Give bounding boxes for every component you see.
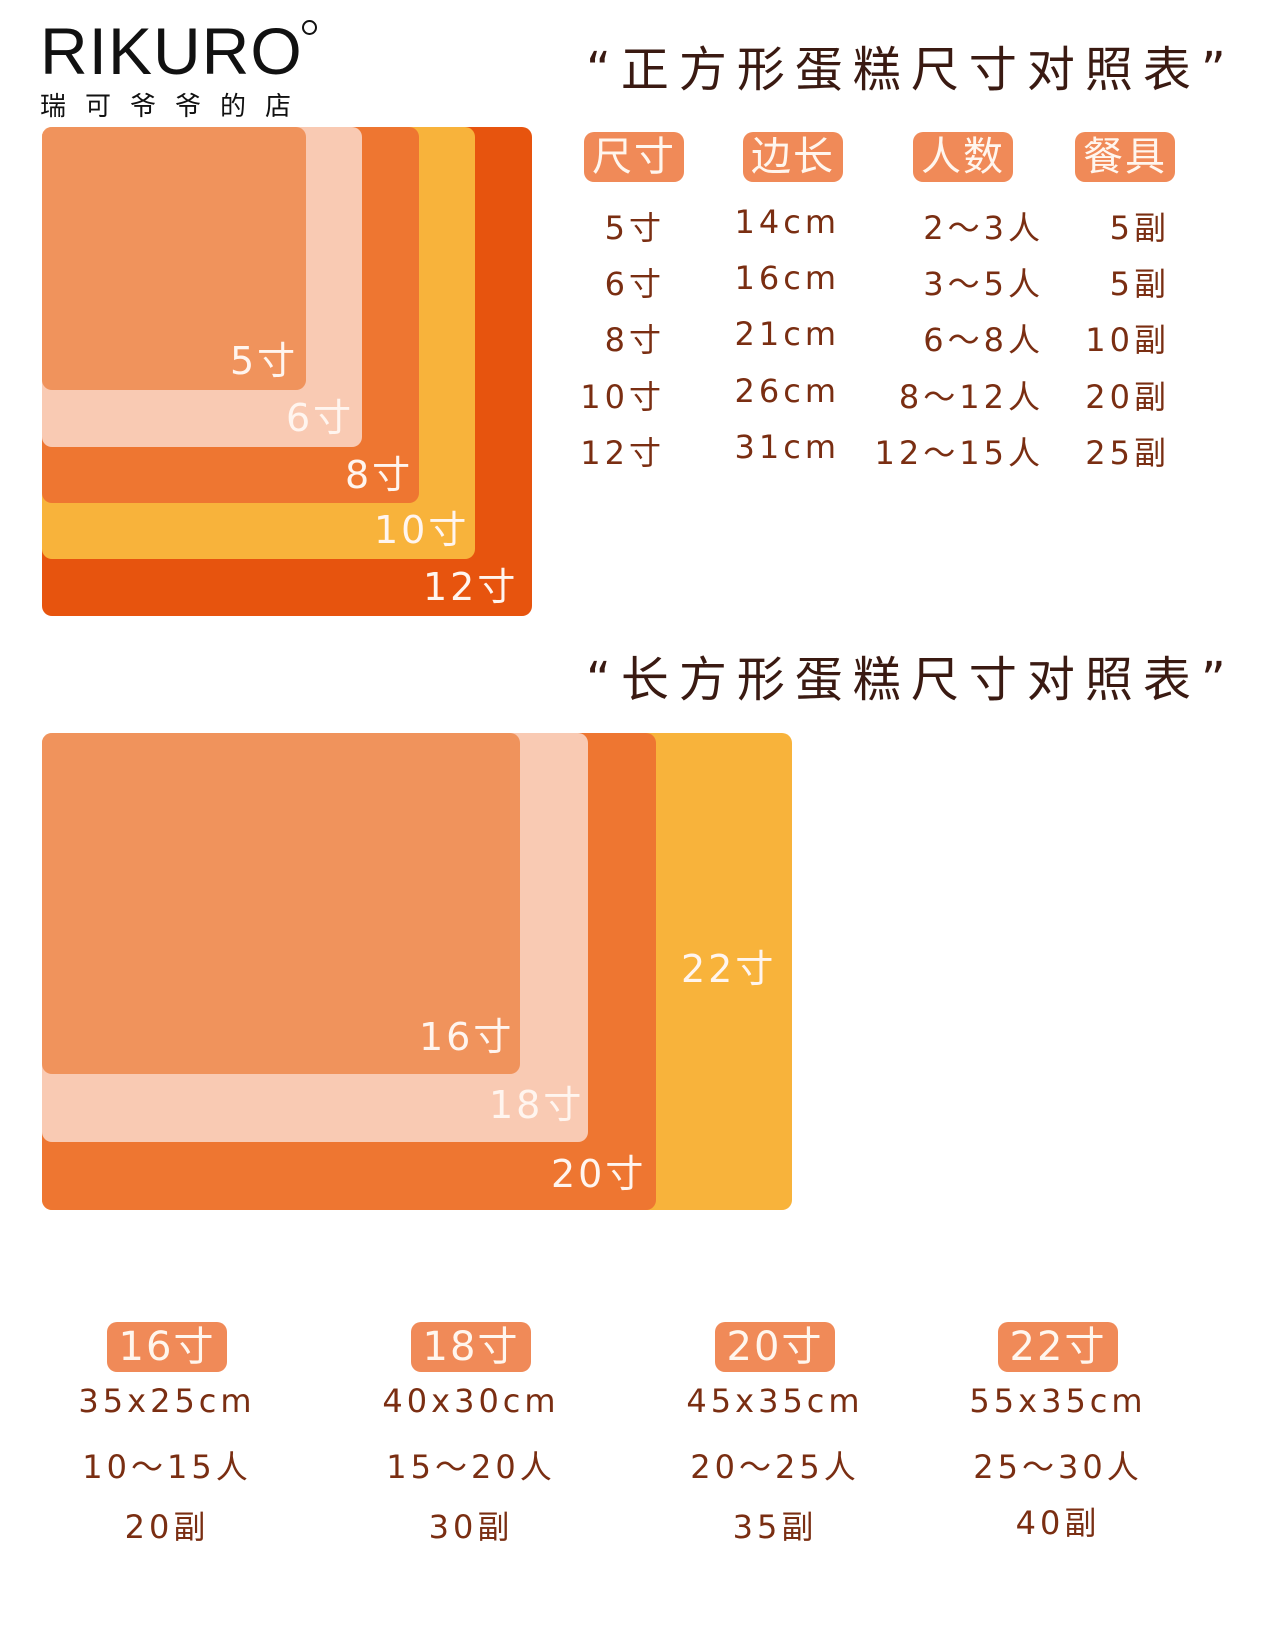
table-cell: 10副: [1085, 321, 1170, 359]
spec-size-pill: 16寸: [106, 1322, 228, 1372]
rect-label-18: 18寸: [489, 1083, 585, 1127]
spec-people: 25～30人: [973, 1448, 1143, 1486]
spec-dimensions: 40x30cm: [382, 1382, 560, 1420]
spec-dimensions: 55x35cm: [969, 1382, 1147, 1420]
spec-cutlery: 35副: [732, 1508, 818, 1546]
table-cell: 12～15人: [874, 434, 1044, 472]
square-label-10: 10寸: [374, 508, 470, 552]
spec-size-pill: 20寸: [714, 1322, 836, 1372]
square-label-5: 5寸: [230, 339, 299, 383]
rect-label-20: 20寸: [551, 1152, 647, 1196]
brand-logo: RIKURO 瑞可爷爷的店: [40, 14, 317, 123]
square-box-5: [42, 127, 306, 390]
table-cell: 6～8人: [923, 321, 1044, 359]
table-cell: 31cm: [734, 428, 840, 466]
spec-cutlery: 30副: [428, 1508, 514, 1546]
spec-dimensions: 35x25cm: [78, 1382, 256, 1420]
spec-cutlery: 20副: [124, 1508, 210, 1546]
table-cell: 16cm: [734, 259, 840, 297]
spec-size-pill: 18寸: [410, 1322, 532, 1372]
rect-spec-20: 20寸 45x35cm 20～25人 35副: [635, 1322, 915, 1548]
spec-people: 20～25人: [690, 1448, 860, 1486]
header-cutlery: 餐具: [1075, 132, 1175, 182]
rect-spec-18: 18寸 40x30cm 15～20人 30副: [331, 1322, 611, 1548]
table-cell: 3～5人: [923, 265, 1044, 303]
table-cell: 26cm: [734, 372, 840, 410]
table-cell: 21cm: [734, 315, 840, 353]
rect-label-16: 16寸: [419, 1015, 515, 1059]
spec-people: 10～15人: [82, 1448, 252, 1486]
header-people: 人数: [913, 132, 1013, 182]
table-cell: 5寸: [604, 209, 665, 247]
rect-spec-22: 22寸 55x35cm 25～30人 40副: [918, 1322, 1198, 1544]
header-side-length: 边长: [743, 132, 843, 182]
table-cell: 25副: [1085, 434, 1170, 472]
table-cell: 10寸: [580, 378, 665, 416]
rect-box-16: [42, 733, 520, 1074]
header-size: 尺寸: [584, 132, 684, 182]
table-cell: 12寸: [580, 434, 665, 472]
table-cell: 5副: [1109, 209, 1170, 247]
square-chart-title: “正方形蛋糕尺寸对照表”: [586, 42, 1236, 98]
square-label-12: 12寸: [423, 565, 519, 609]
spec-size-pill: 22寸: [997, 1322, 1119, 1372]
table-cell: 5副: [1109, 265, 1170, 303]
spec-dimensions: 45x35cm: [686, 1382, 864, 1420]
registered-mark-icon: [302, 20, 317, 35]
logo-brand-name: RIKURO: [40, 14, 303, 88]
table-cell: 14cm: [734, 203, 840, 241]
table-cell: 20副: [1085, 378, 1170, 416]
spec-people: 15～20人: [386, 1448, 556, 1486]
rect-label-22: 22寸: [681, 947, 777, 991]
table-cell: 8～12人: [898, 378, 1044, 416]
square-label-6: 6寸: [286, 396, 355, 440]
table-cell: 2～3人: [923, 209, 1044, 247]
rect-spec-16: 16寸 35x25cm 10～15人 20副: [27, 1322, 307, 1548]
logo-subtitle: 瑞可爷爷的店: [40, 92, 311, 122]
table-cell: 6寸: [604, 265, 665, 303]
spec-cutlery: 40副: [1015, 1504, 1101, 1542]
square-label-8: 8寸: [345, 453, 414, 497]
table-cell: 8寸: [604, 321, 665, 359]
rect-chart-title: “长方形蛋糕尺寸对照表”: [586, 652, 1236, 708]
